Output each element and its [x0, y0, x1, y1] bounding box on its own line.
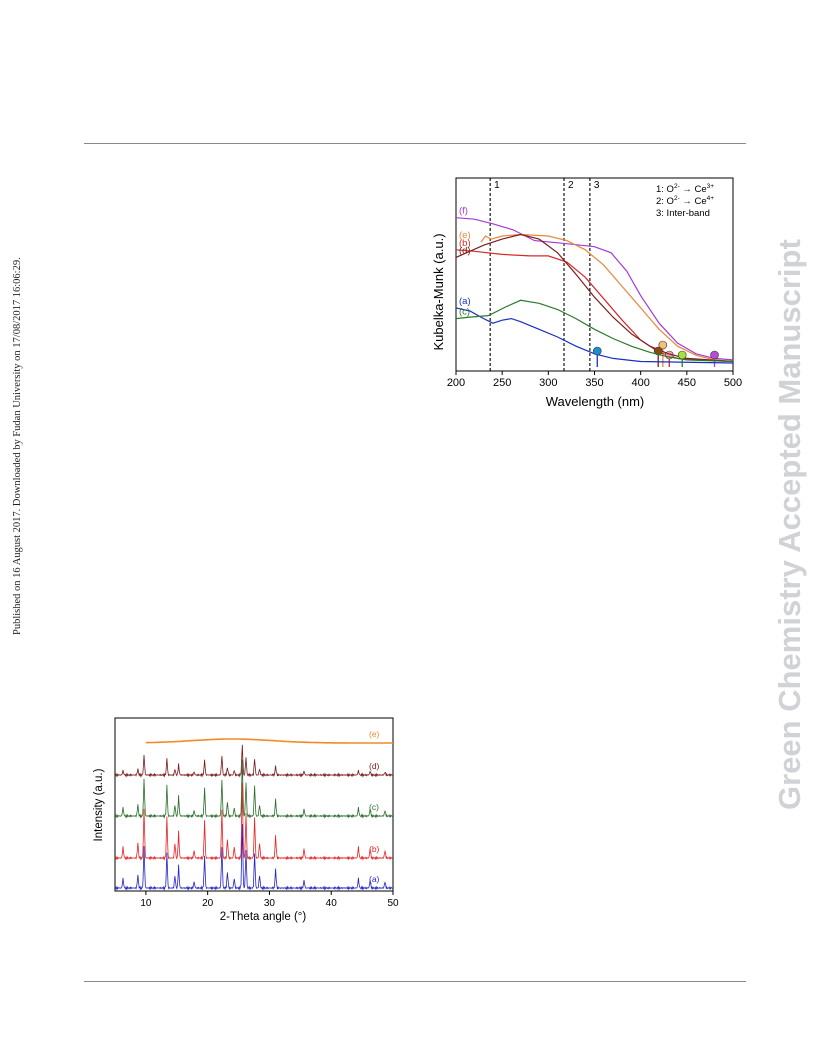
- uv-vis-chart: 200 250 300 350 400 450 500 1 2 3 (f) (e)(b)(d) (a)(…: [431, 177, 742, 409]
- xrd-x-axis-label: 2-Theta angle (°): [220, 911, 307, 923]
- uv-series-line: [455, 299, 734, 363]
- publication-note-text: Published on 16 August 2017. Downloaded …: [12, 257, 23, 635]
- uv-legend-entry: 3: Inter-band: [656, 208, 710, 219]
- xrd-x-tick-label: 20: [202, 898, 214, 909]
- xrd-pattern: [145, 738, 393, 744]
- uv-series-line: [455, 217, 734, 361]
- xrd-pattern: [114, 744, 393, 778]
- uv-series-label: (b): [459, 238, 471, 249]
- uv-series-line: [455, 307, 734, 364]
- xrd-y-axis-label: Intensity (a.u.): [93, 768, 105, 841]
- uv-series-label: (f): [459, 206, 468, 217]
- uv-series-label: (d): [459, 245, 471, 256]
- xrd-x-tick-label: 30: [264, 898, 276, 909]
- uv-reference-label: 3: [594, 180, 600, 191]
- xrd-series-label: (d): [369, 761, 380, 771]
- header-rule: [84, 143, 746, 144]
- uv-y-axis-label: Kubelka-Munk (a.u.): [431, 233, 446, 350]
- uv-edge-marker: [677, 350, 687, 360]
- xrd-plot-frame: [114, 717, 394, 892]
- uv-edge-marker: [592, 346, 602, 356]
- xrd-chart: 10 20 30 40 50 (e) (d) (c) (b) (a) 2-Theta angle …: [93, 717, 399, 923]
- uv-x-tick-label: 300: [539, 377, 557, 389]
- xrd-pattern: [114, 823, 393, 891]
- uv-x-axis-label: Wavelength (nm): [546, 394, 645, 409]
- watermark-text: Green Chemistry Accepted Manuscript: [772, 239, 807, 810]
- uv-x-tick-label: 350: [585, 377, 603, 389]
- uv-series-line: [455, 249, 734, 363]
- xrd-x-tick-label: 50: [387, 898, 399, 909]
- uv-series-line: [455, 233, 734, 363]
- xrd-pattern: [114, 759, 393, 819]
- xrd-x-tick-label: 40: [326, 898, 338, 909]
- xrd-pattern: [114, 782, 393, 861]
- footer-rule: [84, 981, 746, 982]
- uv-reference-label: 1: [494, 180, 500, 191]
- uv-legend-entry: 2: O2- → Ce4+: [656, 195, 714, 207]
- uv-edge-marker: [653, 346, 663, 356]
- uv-edge-marker: [658, 340, 668, 350]
- xrd-series-label: (e): [369, 729, 380, 739]
- uv-reference-label: 2: [568, 180, 574, 191]
- xrd-x-tick-label: 10: [140, 898, 152, 909]
- xrd-series-label: (b): [369, 844, 380, 854]
- xrd-series-label: (c): [369, 802, 379, 812]
- uv-series-label: (c): [459, 307, 470, 318]
- uv-series-label: (a): [459, 296, 471, 307]
- xrd-series-label: (a): [369, 874, 380, 884]
- uv-x-tick-label: 400: [631, 377, 649, 389]
- uv-series-line: [480, 233, 734, 363]
- uv-legend-entry: 1: O2- → Ce3+: [656, 183, 714, 195]
- uv-series-label: (e): [459, 230, 471, 241]
- accepted-manuscript-watermark: Green Chemistry Accepted Manuscript: [770, 239, 810, 815]
- uv-x-tick-label: 250: [493, 377, 511, 389]
- uv-x-tick-label: 450: [678, 377, 696, 389]
- uv-x-tick-label: 500: [724, 377, 742, 389]
- uv-x-tick-label: 200: [447, 377, 465, 389]
- publication-note: Published on 16 August 2017. Downloaded …: [12, 250, 26, 650]
- uv-edge-marker: [710, 350, 719, 360]
